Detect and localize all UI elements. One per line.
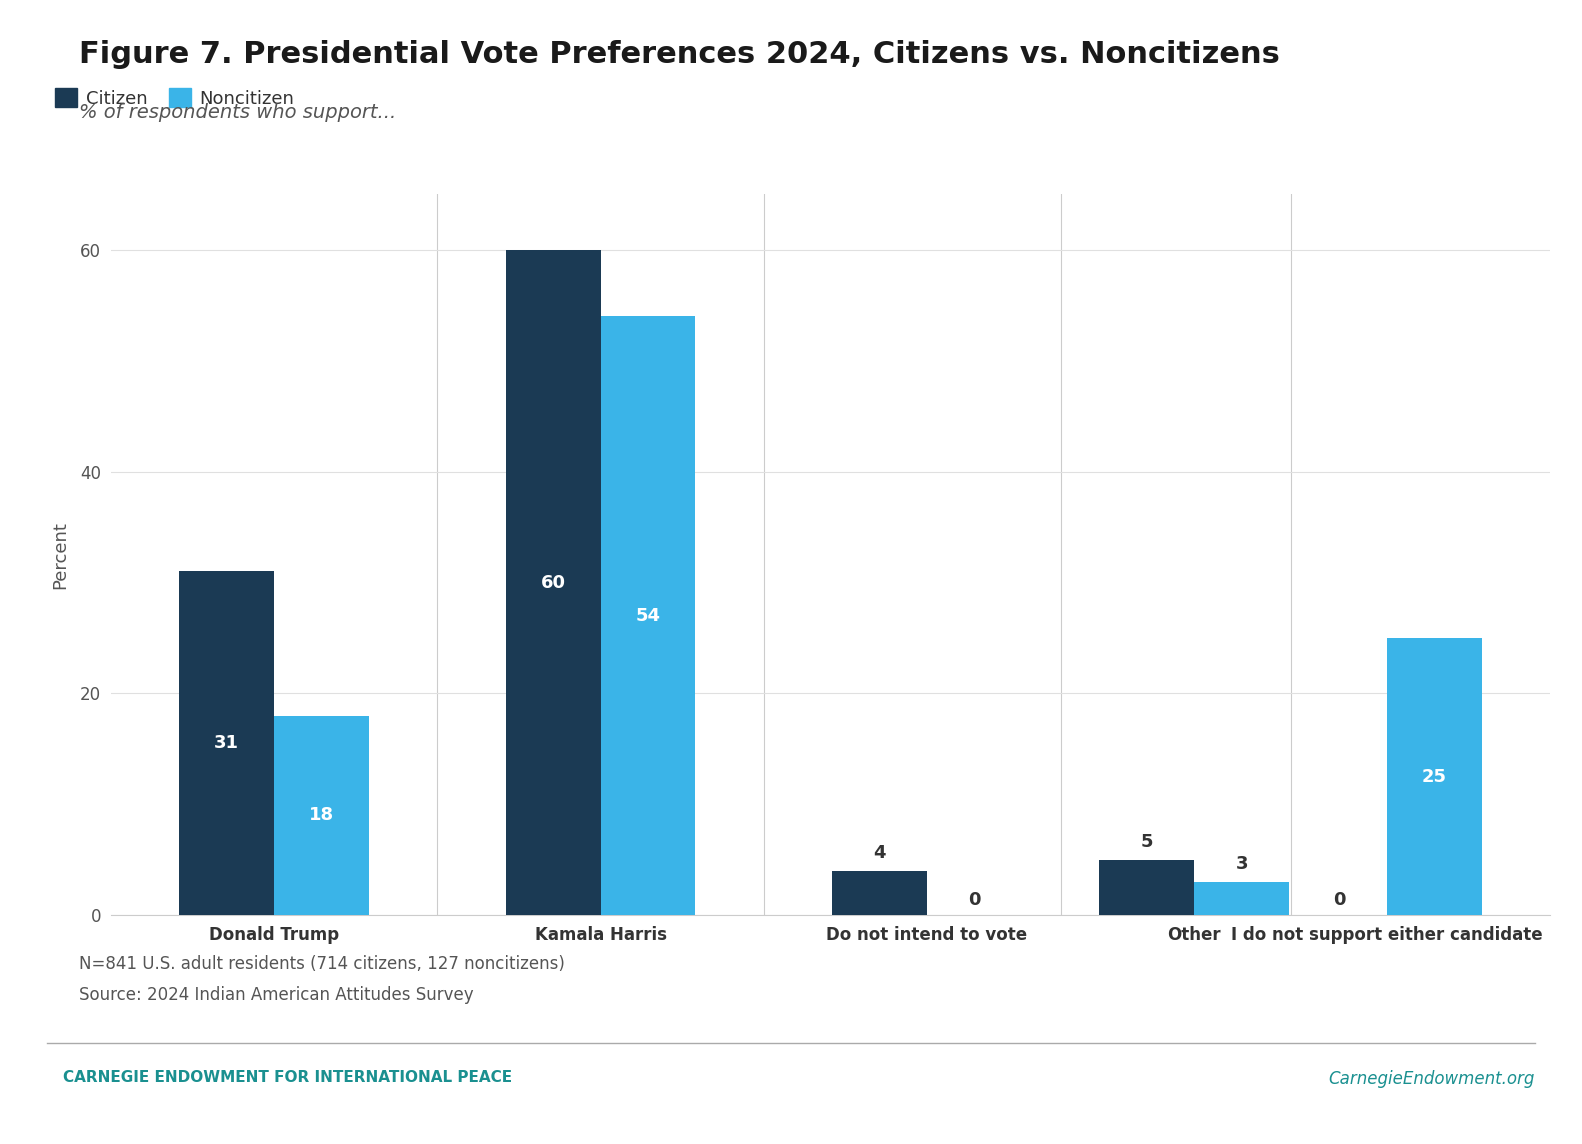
Bar <box>179 572 274 915</box>
Text: 3: 3 <box>1236 855 1248 873</box>
Text: 31: 31 <box>214 734 239 753</box>
Text: 5: 5 <box>1141 833 1153 851</box>
Text: CARNEGIE ENDOWMENT FOR INTERNATIONAL PEACE: CARNEGIE ENDOWMENT FOR INTERNATIONAL PEA… <box>63 1070 513 1085</box>
Bar <box>601 317 696 915</box>
Text: Source: 2024 Indian American Attitudes Survey: Source: 2024 Indian American Attitudes S… <box>79 986 473 1004</box>
Bar <box>832 871 927 915</box>
Text: 18: 18 <box>308 807 334 825</box>
Y-axis label: Percent: Percent <box>51 521 68 589</box>
Text: 4: 4 <box>873 844 886 861</box>
Text: 54: 54 <box>636 606 661 625</box>
Legend: Citizen, Noncitizen: Citizen, Noncitizen <box>55 88 294 108</box>
Text: 60: 60 <box>541 573 565 591</box>
Text: N=841 U.S. adult residents (714 citizens, 127 noncitizens): N=841 U.S. adult residents (714 citizens… <box>79 955 565 974</box>
Text: 0: 0 <box>968 890 981 908</box>
Bar <box>1387 638 1482 915</box>
Bar <box>506 249 601 915</box>
Bar <box>1099 860 1194 915</box>
Text: CarnegieEndowment.org: CarnegieEndowment.org <box>1329 1070 1535 1088</box>
Bar <box>1194 882 1289 915</box>
Text: Figure 7. Presidential Vote Preferences 2024, Citizens vs. Noncitizens: Figure 7. Presidential Vote Preferences … <box>79 40 1280 69</box>
Text: 0: 0 <box>1334 890 1346 908</box>
Text: 25: 25 <box>1422 768 1448 786</box>
Text: % of respondents who support...: % of respondents who support... <box>79 103 397 122</box>
Bar <box>274 716 369 915</box>
